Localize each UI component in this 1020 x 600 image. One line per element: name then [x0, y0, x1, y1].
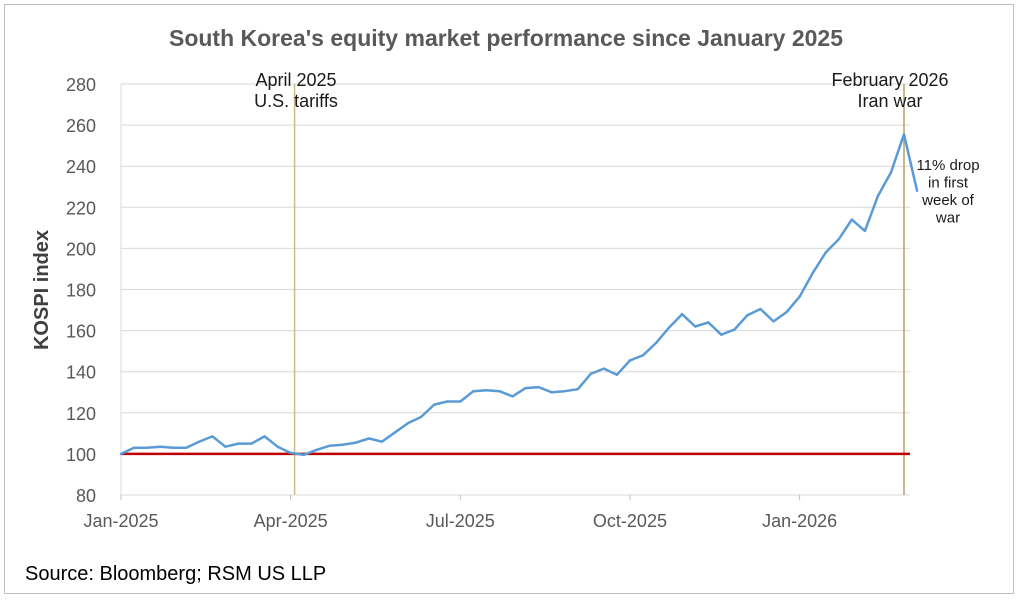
data-point — [459, 400, 462, 403]
data-point — [498, 390, 501, 393]
source-note: Source: Bloomberg; RSM US LLP — [25, 563, 326, 585]
data-point — [876, 194, 880, 198]
data-point — [641, 354, 645, 357]
y-tick-label: 200 — [66, 239, 96, 259]
y-tick-label: 140 — [66, 363, 96, 383]
data-point — [680, 312, 684, 316]
data-point — [850, 218, 853, 221]
data-point — [707, 321, 710, 324]
data-point — [289, 451, 292, 455]
data-point — [798, 295, 801, 298]
data-point — [406, 421, 410, 425]
data-point — [785, 310, 788, 314]
event-label: Iran war — [857, 91, 922, 111]
data-point — [119, 452, 123, 456]
data-point — [824, 251, 827, 254]
y-tick-label: 100 — [66, 445, 96, 465]
data-point — [837, 237, 840, 241]
data-point — [472, 390, 475, 393]
data-point — [380, 440, 384, 443]
data-point — [720, 333, 723, 336]
data-point — [198, 440, 201, 443]
series-line-0 — [120, 133, 919, 457]
y-tick-label: 80 — [76, 486, 96, 506]
data-point — [485, 388, 488, 392]
data-point — [576, 387, 579, 391]
chart-frame — [4, 4, 1014, 594]
data-point — [145, 446, 149, 449]
data-point — [589, 372, 592, 375]
data-point — [341, 443, 345, 446]
data-point — [733, 328, 736, 331]
data-point — [746, 313, 749, 317]
data-point — [615, 373, 619, 376]
data-point — [172, 446, 175, 449]
data-point — [654, 341, 658, 345]
data-point — [889, 171, 893, 174]
drop-annotation: week of — [921, 192, 975, 209]
chart-title: South Korea's equity market performance … — [169, 25, 843, 51]
data-point — [667, 326, 671, 329]
data-point — [524, 386, 527, 390]
data-point — [628, 359, 632, 362]
drop-annotation: war — [935, 210, 960, 227]
data-point — [446, 400, 449, 403]
data-point — [863, 229, 867, 233]
event-label: U.S. tariffs — [254, 91, 338, 111]
data-point — [250, 442, 253, 445]
data-point — [811, 271, 814, 275]
data-point — [263, 435, 266, 438]
drop-annotation: 11% drop — [916, 157, 979, 174]
data-point — [759, 307, 762, 311]
y-tick-label: 220 — [66, 198, 96, 218]
x-tick-label: Oct-2025 — [593, 511, 667, 531]
data-point — [211, 435, 214, 438]
x-tick-label: Jan-2026 — [762, 511, 837, 531]
data-point — [419, 415, 423, 419]
y-tick-label: 160 — [66, 322, 96, 342]
event-label: February 2026 — [831, 70, 948, 90]
data-point — [328, 444, 331, 447]
y-tick-label: 240 — [66, 157, 96, 177]
y-axis-label: KOSPI index — [31, 230, 53, 350]
event-label: April 2025 — [255, 70, 336, 90]
data-point — [354, 441, 358, 444]
data-point — [915, 189, 919, 193]
data-point — [563, 390, 566, 393]
x-tick-label: Jan-2025 — [83, 511, 158, 531]
data-point — [224, 445, 227, 448]
data-point — [602, 367, 606, 370]
data-point — [367, 437, 371, 440]
data-point — [694, 325, 697, 328]
x-tick-label: Jul-2025 — [426, 511, 495, 531]
data-point — [185, 446, 188, 449]
data-point — [158, 445, 162, 448]
y-tick-label: 180 — [66, 281, 96, 301]
data-point — [237, 442, 240, 445]
data-point — [132, 446, 136, 449]
y-tick-label: 280 — [66, 75, 96, 95]
data-point — [276, 445, 279, 448]
data-point — [433, 403, 436, 406]
data-point — [537, 385, 540, 389]
series-layer — [119, 133, 919, 457]
y-tick-label: 260 — [66, 116, 96, 136]
x-axis-ticks: Jan-2025 Apr-2025 Jul-2025 Oct-2025 Jan-2026 — [83, 495, 837, 531]
data-point — [511, 395, 514, 398]
data-point — [315, 448, 318, 451]
gridlines — [120, 83, 910, 496]
data-point — [550, 391, 553, 394]
data-point — [393, 431, 397, 434]
y-axis-ticks: 80 100 120 140 160 180 200 220 240 260 280 — [66, 75, 96, 506]
drop-annotation: in first — [928, 175, 969, 192]
x-tick-label: Apr-2025 — [254, 511, 328, 531]
data-point — [772, 320, 775, 323]
y-tick-label: 120 — [66, 404, 96, 424]
data-point — [302, 453, 305, 457]
data-point — [902, 133, 906, 136]
